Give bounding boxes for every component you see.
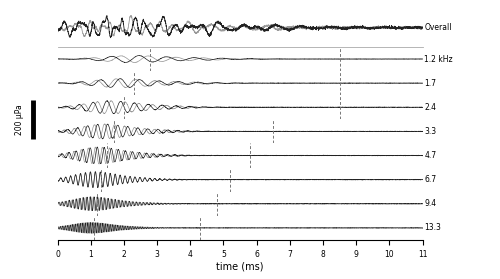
X-axis label: time (ms): time (ms) — [216, 261, 264, 271]
Text: Overall: Overall — [424, 23, 452, 32]
Text: 2.4: 2.4 — [424, 103, 436, 112]
Text: 4.7: 4.7 — [424, 151, 436, 160]
Text: 13.3: 13.3 — [424, 223, 441, 232]
Text: 9.4: 9.4 — [424, 199, 436, 208]
Text: 6.7: 6.7 — [424, 175, 436, 184]
Text: 1.2 kHz: 1.2 kHz — [424, 54, 453, 64]
Text: 1.7: 1.7 — [424, 79, 436, 88]
Text: 200 μPa: 200 μPa — [14, 104, 24, 135]
Text: 3.3: 3.3 — [424, 127, 436, 136]
